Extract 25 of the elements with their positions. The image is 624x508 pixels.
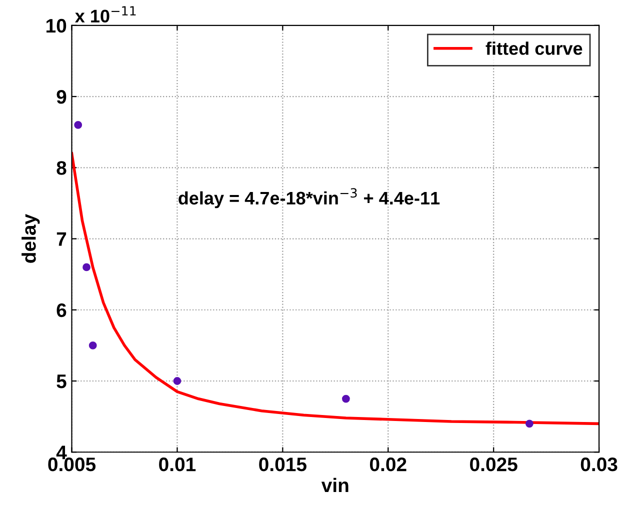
y-tick-label: 7: [56, 232, 66, 246]
point: [88, 341, 97, 350]
point: [342, 394, 350, 403]
x-tick-label: 0.01: [159, 457, 196, 472]
x-tick-label: 0.02: [370, 457, 406, 472]
y-tick-label: 4: [56, 446, 67, 460]
x-tick-label: 0.03: [580, 457, 618, 472]
y-tick-label: 6: [56, 303, 66, 318]
line-series: [72, 152, 600, 426]
point: [82, 263, 90, 272]
x-tick-label: 0.005: [48, 457, 96, 472]
annotation: delay = 4.7e-18*vin$^{−3}$ + 4.4e-11: [178, 188, 440, 208]
point: [525, 420, 534, 428]
point: [173, 377, 182, 385]
x-tick-label: 0.025: [470, 457, 518, 472]
y-tick-label: 10: [46, 18, 66, 33]
y-axis-title: delay: [22, 214, 40, 263]
y-tick-label: 9: [56, 90, 66, 104]
y-tick-label: 8: [56, 161, 66, 175]
point: [74, 121, 82, 129]
x-axis-title: vin: [321, 478, 348, 492]
legend-label: fitted curve: [486, 42, 582, 55]
y-tick-label: 5: [56, 374, 66, 388]
x-tick-label: 0.015: [259, 457, 306, 472]
text: x 10$^{−11}$: [75, 6, 136, 23]
